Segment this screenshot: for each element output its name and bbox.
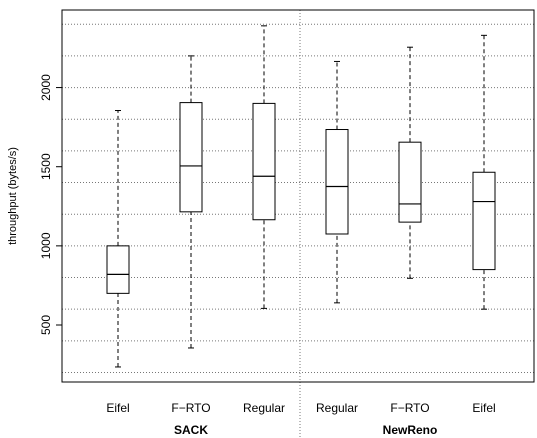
- x-tick-label: Eifel: [106, 401, 129, 415]
- y-tick-label: 2000: [39, 74, 53, 101]
- y-axis-title: throughput (bytes/s): [7, 147, 19, 245]
- group-label: NewReno: [383, 423, 438, 437]
- box-iqr: [252, 102, 276, 221]
- box-iqr: [179, 102, 203, 213]
- x-tick-label: Eifel: [472, 401, 495, 415]
- box-1: [106, 110, 130, 368]
- y-tick-label: 500: [39, 315, 53, 335]
- x-axis-labels: Eifel F−RTO Regular Regular F−RTO Eifel: [106, 401, 495, 415]
- plot-frame: [61, 9, 535, 383]
- y-axis: 500 1000 1500 2000: [39, 74, 62, 335]
- box-2: [179, 55, 203, 349]
- box-3: [252, 25, 276, 309]
- group-labels: SACK NewReno: [174, 423, 437, 437]
- boxes: [106, 25, 496, 368]
- x-tick-label: Regular: [316, 401, 358, 415]
- x-tick-label: F−RTO: [390, 401, 429, 415]
- box-6: [472, 34, 496, 310]
- y-tick-label: 1500: [39, 153, 53, 180]
- box-4: [325, 60, 349, 304]
- x-tick-label: F−RTO: [171, 401, 210, 415]
- box-iqr: [106, 245, 130, 294]
- gridlines: [62, 23, 534, 374]
- box-iqr: [325, 129, 349, 235]
- box-iqr: [472, 171, 496, 271]
- y-tick-label: 1000: [39, 232, 53, 259]
- box-5: [398, 46, 422, 279]
- box-iqr: [398, 141, 422, 223]
- group-label: SACK: [174, 423, 208, 437]
- x-tick-label: Regular: [243, 401, 285, 415]
